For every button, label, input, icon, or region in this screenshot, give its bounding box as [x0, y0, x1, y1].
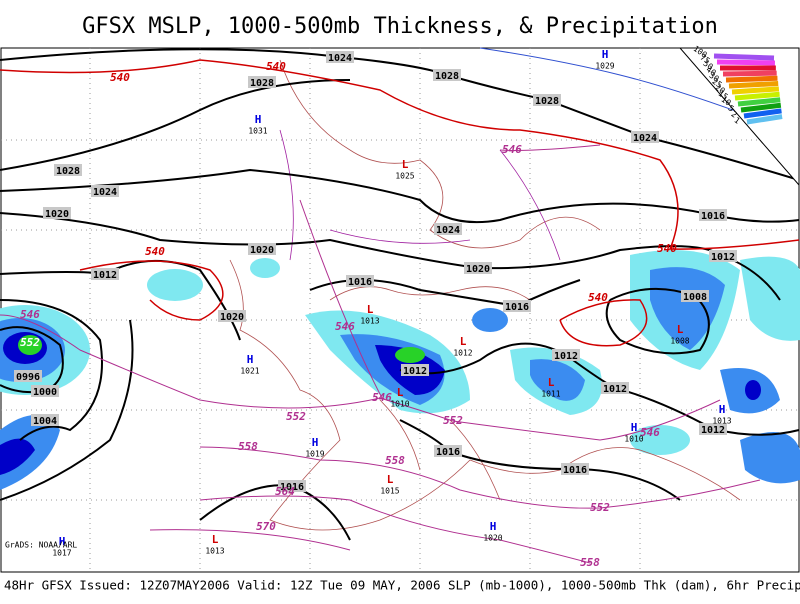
isobar-label: 1028 [56, 166, 80, 177]
legend-swatch [726, 78, 777, 80]
pressure-value: 1013 [360, 317, 379, 326]
thickness-label: 546 [335, 320, 355, 333]
thickness-label: 558 [580, 556, 600, 569]
pressure-value: 1019 [305, 450, 324, 459]
isobar-label: 1020 [45, 209, 69, 220]
isobar-label: 1008 [683, 292, 707, 303]
pressure-symbol: H [312, 436, 319, 449]
pressure-value: 1010 [390, 400, 409, 409]
isobar-label: 1016 [348, 277, 372, 288]
isobar-label: 1020 [466, 264, 490, 275]
pressure-symbol: L [212, 533, 219, 546]
thickness-label: 558 [385, 454, 405, 467]
isobar-label: 1016 [701, 211, 725, 222]
pressure-symbol: H [631, 421, 638, 434]
pressure-value: 1012 [453, 349, 472, 358]
legend-swatch [714, 56, 774, 58]
isobar-label: 1016 [563, 465, 587, 476]
pressure-symbol: L [397, 386, 404, 399]
pressure-value: 1029 [595, 62, 614, 71]
pressure-symbol: H [602, 48, 609, 61]
thickness-label: 570 [256, 520, 276, 533]
isobar-label: 1004 [33, 416, 57, 427]
pressure-value: 1020 [483, 534, 502, 543]
legend-swatch [723, 73, 777, 74]
pressure-value: 1025 [395, 172, 414, 181]
thickness-label: 558 [238, 440, 258, 453]
pressure-symbol: L [402, 158, 409, 171]
pressure-symbol: H [247, 353, 254, 366]
pressure-symbol: L [387, 473, 394, 486]
thickness-label: 564 [275, 485, 295, 498]
thickness-label: 540 [588, 291, 608, 304]
pressure-value: 1011 [541, 390, 560, 399]
pressure-symbol: H [719, 403, 726, 416]
thickness-label: 552 [443, 414, 463, 427]
isobar-label: 1028 [535, 96, 559, 107]
isobar-label: 1016 [505, 302, 529, 313]
isobar-label: 1024 [436, 225, 460, 236]
credit: GrADS: NOAA/ARL [5, 541, 77, 550]
pressure-value: 1021 [240, 367, 259, 376]
legend-swatch [732, 89, 779, 92]
pressure-symbol: H [490, 520, 497, 533]
pressure-symbol: L [367, 303, 374, 316]
thickness-label: 546 [502, 143, 522, 156]
footer: 48Hr GFSX Issued: 12Z07MAY2006 Valid: 12… [4, 578, 800, 593]
pressure-value: 1015 [380, 487, 399, 496]
isobar-label: 1012 [554, 351, 578, 362]
pressure-value: 1008 [670, 337, 689, 346]
isobar-label: 1020 [250, 245, 274, 256]
isobar-label: 1016 [436, 447, 460, 458]
isobar-label: 1012 [603, 384, 627, 395]
title: GFSX MSLP, 1000-500mb Thickness, & Preci… [82, 14, 718, 39]
legend-swatch [717, 62, 775, 63]
thickness-label: 540 [266, 60, 286, 73]
isobar-label: 1024 [93, 187, 117, 198]
pressure-symbol: L [677, 323, 684, 336]
thickness-label: 552 [20, 336, 40, 349]
thickness-label: 552 [590, 501, 610, 514]
pressure-symbol: L [548, 376, 555, 389]
isobar-label: 1012 [403, 366, 427, 377]
isobar-label: 0996 [16, 372, 40, 383]
thickness-label: 540 [110, 71, 130, 84]
pressure-value: 1013 [205, 547, 224, 556]
isobar-label: 1028 [250, 78, 274, 89]
thickness-label: 540 [145, 245, 165, 258]
isobar-label: 1000 [33, 387, 57, 398]
isobar-label: 1012 [701, 425, 725, 436]
thickness-label: 552 [286, 410, 306, 423]
pressure-symbol: L [460, 335, 467, 348]
thickness-label: 546 [20, 308, 40, 321]
isobar-label: 1024 [633, 133, 657, 144]
thickness-label: 546 [372, 391, 392, 404]
isobar-label: 1012 [711, 252, 735, 263]
pressure-value: 1031 [248, 127, 267, 136]
isobar-label: 1028 [435, 71, 459, 82]
thickness-label: 540 [657, 242, 677, 255]
isobar-label: 1024 [328, 53, 352, 64]
legend-swatch [729, 84, 778, 86]
pressure-value: 1017 [52, 549, 71, 558]
isobar-label: 1012 [93, 270, 117, 281]
pressure-symbol: H [255, 113, 262, 126]
isobar-label: 1020 [220, 312, 244, 323]
pressure-value: 1013 [712, 417, 731, 426]
pressure-value: 1010 [624, 435, 643, 444]
